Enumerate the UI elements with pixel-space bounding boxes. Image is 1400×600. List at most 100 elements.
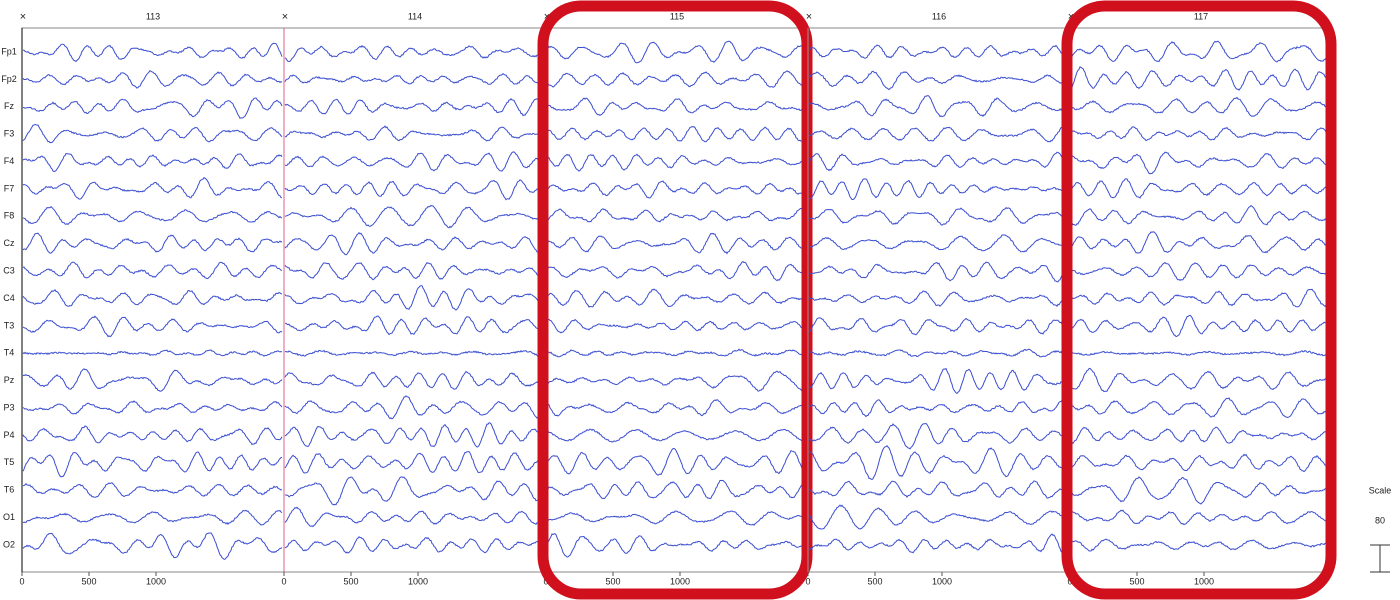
x-tick-label: 0 [281,576,286,586]
eeg-trace [22,289,283,307]
eeg-trace [284,44,545,63]
eeg-trace [22,368,283,392]
eeg-trace [22,206,283,226]
epoch-highlight [537,0,813,600]
eeg-trace [1070,367,1331,393]
x-tick-label: 1000 [932,576,952,586]
channel-label: O2 [3,539,15,549]
eeg-trace [546,40,807,64]
eeg-trace [808,348,1069,358]
eeg-trace [546,261,807,282]
eeg-trace [22,97,283,119]
eeg-trace [546,97,807,117]
eeg-trace [1070,453,1331,473]
eeg-trace [22,400,283,415]
channel-label: T3 [4,320,15,330]
x-tick-label: 1000 [146,576,166,586]
eeg-trace [1070,350,1331,357]
eeg-trace [1070,126,1331,142]
eeg-trace [808,533,1069,556]
eeg-trace [546,428,806,443]
epoch-traces [22,42,283,560]
eeg-trace [284,151,545,172]
eeg-trace [284,179,545,201]
x-tick-label: 500 [605,576,620,586]
eeg-trace [22,152,283,173]
eeg-trace [808,124,1069,143]
eeg-trace [546,370,807,393]
x-tick-label: 1000 [670,576,690,586]
eeg-trace [284,506,545,528]
x-tick-label: 500 [81,576,96,586]
epoch-traces [808,44,1069,556]
eeg-trace [808,289,1069,308]
eeg-trace [808,95,1069,118]
eeg-trace [808,367,1069,395]
eeg-trace [284,536,545,554]
channel-label: F3 [4,129,15,139]
eeg-trace [808,261,1069,283]
eeg-trace [808,234,1069,253]
epoch-marker: × [806,11,812,23]
x-tick-label: 0 [805,576,810,586]
x-tick-label: 1000 [408,576,428,586]
eeg-trace [546,533,807,558]
x-tick-label: 500 [867,576,882,586]
channel-label: T4 [4,348,15,358]
eeg-trace [546,288,807,308]
eeg-trace [22,232,283,254]
channel-label: F8 [4,211,15,221]
channel-label: Pz [4,375,15,385]
channel-label: Fz [4,101,14,111]
epoch-label: 113 [146,11,160,21]
eeg-trace [808,178,1069,200]
eeg-trace [22,425,283,446]
eeg-trace [1070,151,1331,175]
eeg-trace [284,370,544,390]
eeg-trace [1070,261,1331,282]
x-tick-label: 0 [19,576,24,586]
scale-title: Scale [1369,485,1392,495]
channel-label: T5 [4,457,15,467]
eeg-trace [546,510,807,526]
eeg-trace [284,97,545,117]
eeg-trace [284,450,545,474]
eeg-trace [22,349,283,357]
eeg-trace [546,447,807,476]
eeg-trace [1070,66,1331,91]
epoch-label: 115 [670,11,684,21]
eeg-trace [1070,426,1331,445]
eeg-trace [1070,538,1331,552]
epoch-traces [284,44,545,554]
eeg-trace [1070,476,1330,505]
eeg-trace [808,44,1069,62]
eeg-trace [284,285,545,311]
eeg-trace [808,317,1069,336]
channel-label: Fp2 [1,74,17,84]
eeg-trace [808,151,1069,172]
eeg-trace [22,123,283,144]
channel-label: Fp1 [1,46,17,56]
eeg-trace [546,399,807,417]
eeg-trace [1070,314,1331,338]
eeg-trace [546,232,807,255]
channel-label: T6 [4,485,15,495]
eeg-trace [22,261,283,280]
eeg-trace [1070,40,1331,63]
eeg-trace [284,422,545,448]
eeg-trace [22,509,283,526]
channel-label: F7 [4,183,15,193]
eeg-trace [1071,288,1331,308]
eeg-trace [808,480,1069,499]
eeg-trace [284,315,545,336]
eeg-trace [1070,178,1331,199]
epoch-marker: × [282,11,288,23]
epoch-label: 116 [932,11,946,21]
eeg-trace [546,70,807,88]
eeg-trace [284,349,545,358]
scale-bar [1370,544,1390,573]
eeg-trace [23,482,283,498]
channel-label: P4 [3,430,14,440]
